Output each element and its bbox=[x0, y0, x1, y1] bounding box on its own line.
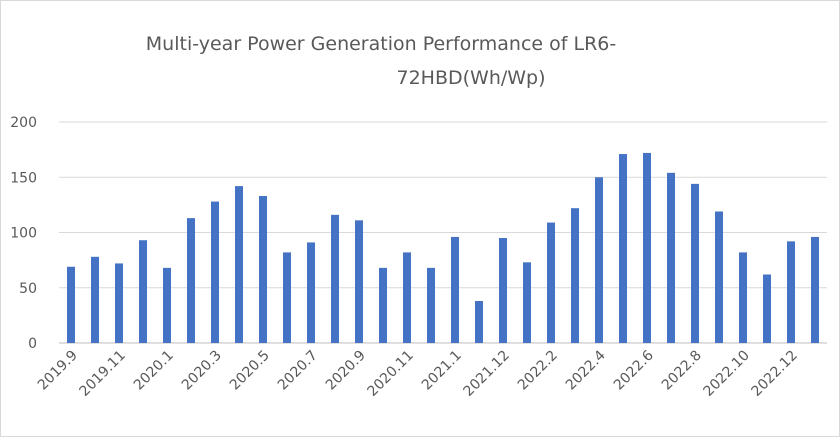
bar bbox=[643, 152, 651, 343]
x-tick-label: 2020.3 bbox=[179, 348, 225, 394]
bar bbox=[67, 266, 75, 343]
bar bbox=[331, 214, 339, 343]
x-tick-label: 2022.10 bbox=[701, 348, 753, 400]
x-tick-label: 2019.9 bbox=[35, 348, 81, 394]
x-tick-label: 2020.7 bbox=[275, 348, 321, 394]
y-tick-label: 200 bbox=[10, 115, 37, 131]
bar bbox=[763, 274, 771, 343]
bar bbox=[739, 252, 747, 343]
bar bbox=[691, 183, 699, 343]
chart-title: Multi-year Power Generation Performance … bbox=[1, 27, 840, 95]
y-tick-label: 150 bbox=[10, 170, 37, 186]
x-tick-label: 2022.4 bbox=[563, 347, 609, 393]
x-tick-label: 2020.9 bbox=[323, 348, 369, 394]
bar bbox=[595, 177, 603, 343]
bar bbox=[427, 267, 435, 343]
bar bbox=[667, 172, 675, 343]
bar bbox=[571, 208, 579, 343]
bar bbox=[187, 218, 195, 343]
bar bbox=[139, 240, 147, 343]
bar bbox=[811, 236, 819, 343]
x-tick-label: 2021.12 bbox=[461, 348, 513, 400]
y-tick-label: 100 bbox=[10, 226, 37, 242]
bar bbox=[475, 301, 483, 343]
x-tick-label: 2022.2 bbox=[515, 348, 561, 394]
bar bbox=[619, 154, 627, 343]
x-tick-label: 2022.6 bbox=[611, 347, 657, 393]
x-tick-label: 2020.5 bbox=[227, 348, 273, 394]
bar bbox=[715, 211, 723, 343]
y-tick-label: 0 bbox=[28, 336, 37, 352]
chart-title-line-2: 72HBD(Wh/Wp) bbox=[396, 67, 546, 89]
bar bbox=[403, 252, 411, 343]
x-tick-label: 2020.1 bbox=[131, 348, 177, 394]
bar bbox=[283, 252, 291, 343]
bar bbox=[259, 196, 267, 343]
bar bbox=[499, 238, 507, 343]
bar bbox=[163, 267, 171, 343]
y-tick-label: 50 bbox=[19, 281, 37, 297]
bar bbox=[355, 220, 363, 343]
bar bbox=[91, 256, 99, 343]
bar bbox=[379, 267, 387, 343]
x-tick-label: 2020.11 bbox=[365, 348, 417, 400]
bar bbox=[211, 201, 219, 343]
x-tick-label: 2022.8 bbox=[659, 348, 705, 394]
bar bbox=[787, 241, 795, 343]
bar bbox=[235, 186, 243, 343]
x-tick-label: 2022.12 bbox=[749, 348, 801, 400]
x-tick-label: 2019.11 bbox=[77, 348, 129, 400]
bar bbox=[115, 263, 123, 343]
bar bbox=[523, 262, 531, 343]
bar bbox=[307, 242, 315, 343]
x-tick-label: 2021.1 bbox=[419, 348, 465, 394]
bar bbox=[547, 222, 555, 343]
bar bbox=[451, 236, 459, 343]
chart-title-line-1: Multi-year Power Generation Performance … bbox=[145, 33, 617, 55]
